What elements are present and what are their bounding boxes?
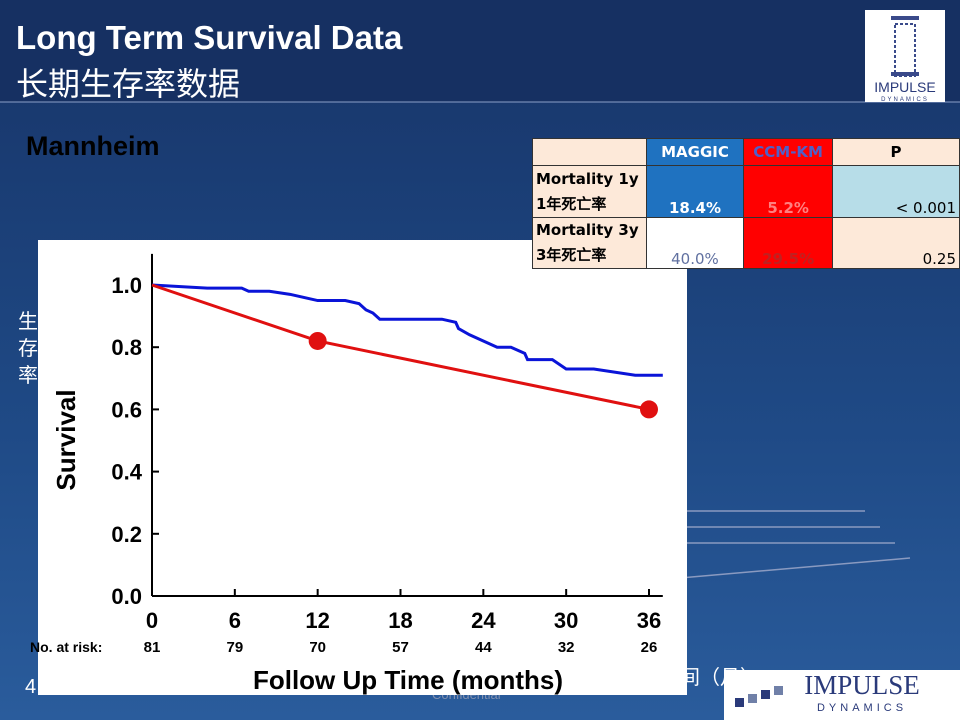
at-risk-value: 81 — [144, 639, 161, 656]
row-label-zh: 1年死亡率 — [536, 194, 607, 213]
row-label-en: Mortality 1y — [536, 169, 639, 188]
y-tick-label: 0.2 — [111, 522, 142, 547]
x-tick-label: 6 — [229, 608, 241, 633]
at-risk-value: 32 — [558, 639, 575, 656]
at-risk-value: 70 — [309, 639, 326, 656]
table-corner — [532, 138, 647, 166]
row-label: Mortality 1y 1年死亡率 — [532, 165, 647, 218]
y-tick-label: 0.4 — [111, 460, 142, 485]
logo-box — [865, 10, 945, 102]
table-row: Mortality 1y 1年死亡率 18.4% 5.2% < 0.001 — [532, 165, 960, 218]
at-risk-label: No. at risk: — [30, 639, 102, 655]
table-cell: < 0.001 — [831, 165, 960, 218]
series-marker — [308, 331, 327, 350]
row-label: Mortality 3y 3年死亡率 — [532, 217, 647, 269]
page-number: 4 — [25, 676, 36, 698]
series-line — [151, 283, 663, 377]
y-tick-label: 1.0 — [111, 273, 142, 298]
footer-logo-subtext: DYNAMICS — [817, 702, 907, 714]
chart-panel — [38, 240, 687, 695]
footer-logo-icon — [735, 686, 783, 707]
table-header: MAGGIC CCM-KM P — [532, 138, 960, 166]
at-risk-value: 44 — [475, 639, 492, 656]
at-risk-value: 57 — [392, 639, 409, 656]
side-label: 率 — [18, 363, 38, 387]
x-tick-label: 18 — [388, 608, 412, 633]
y-tick-label: 0.8 — [111, 335, 142, 360]
decor-lines — [679, 510, 911, 579]
x-tick-label: 30 — [554, 608, 578, 633]
side-label: 生 — [18, 309, 38, 333]
x-tick-label: 24 — [471, 608, 496, 633]
table-header-cell: MAGGIC — [645, 138, 745, 166]
side-label: 存 — [18, 336, 38, 360]
row-label-en: Mortality 3y — [536, 221, 639, 239]
at-risk-value: 79 — [226, 639, 243, 656]
y-axis-label: Survival — [51, 389, 81, 490]
at-risk-value: 26 — [641, 639, 658, 656]
table-cell: 5.2% — [743, 165, 833, 218]
title: Long Term Survival Data — [16, 19, 403, 56]
section-label: Mannheim — [26, 131, 160, 161]
x-tick-label: 12 — [305, 608, 329, 633]
footer-logo-text: IMPULSE — [804, 670, 920, 700]
table-cell: 29.5% — [743, 217, 833, 269]
table-cell: 18.4% — [645, 165, 745, 218]
logo-icon — [891, 16, 919, 77]
series-marker — [640, 400, 658, 419]
logo-subtext: DYNAMICS — [881, 97, 929, 103]
title-band — [0, 0, 960, 102]
x-tick-label: 36 — [637, 608, 661, 633]
y-tick-label: 0.0 — [111, 584, 142, 609]
x-tick-label: 0 — [146, 608, 158, 633]
chart: 0.0 0.2 0.4 0.6 0.8 1.0 0 81 6 79 12 70 18 57 24 44 30 32… — [30, 253, 663, 695]
row-label-zh: 3年死亡率 — [536, 246, 607, 264]
comparison-table: MAGGIC CCM-KM P Mortality 1y 1年死亡率 18.4% … — [532, 138, 960, 269]
table-header-cell: P — [831, 138, 960, 166]
table-cell: 40.0% — [645, 217, 745, 269]
x-axis-label: Follow Up Time (months) — [253, 665, 563, 695]
subtitle: 长期生存率数据 — [16, 65, 240, 103]
table-cell: 0.25 — [831, 217, 960, 269]
table-row: Mortality 3y 3年死亡率 40.0% 29.5% 0.25 — [532, 217, 960, 269]
y-tick-label: 0.6 — [111, 397, 142, 422]
logo-text: IMPULSE — [874, 79, 935, 95]
table-header-cell: CCM-KM — [743, 138, 833, 166]
